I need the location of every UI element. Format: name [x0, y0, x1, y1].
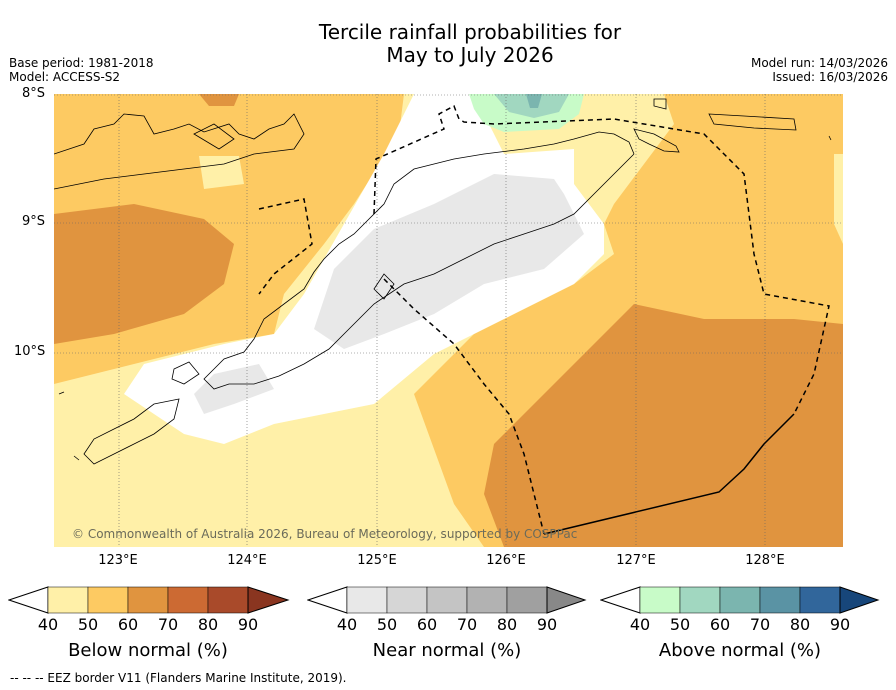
below-normal-colorbar	[8, 586, 290, 614]
below-tick-60: 60	[117, 615, 139, 634]
below-normal-40-pocket-edge	[834, 154, 843, 244]
above-normal-60-region	[526, 94, 542, 108]
above-tick-90: 90	[829, 615, 851, 634]
near-tick-40: 40	[336, 615, 358, 634]
map-title-line2: May to July 2026	[386, 43, 554, 67]
copyright-notice: © Commonwealth of Australia 2026, Bureau…	[72, 527, 578, 541]
near-normal-label: Near normal (%)	[372, 640, 522, 661]
near-normal-40-region-east	[314, 174, 584, 349]
above-tick-60: 60	[709, 615, 731, 634]
below-tick-80: 80	[197, 615, 219, 634]
above-tick-50: 50	[669, 615, 691, 634]
near-tick-80: 80	[496, 615, 518, 634]
eez-border	[258, 104, 830, 535]
model-name: Model: ACCESS-S2	[9, 70, 121, 84]
below-normal-40-pocket-east	[584, 94, 674, 244]
below-normal-60-region-southeast	[484, 304, 843, 547]
model-run: Model run: 14/03/2026	[750, 56, 888, 70]
lat-label-10s: 10°S	[14, 344, 46, 359]
map-canvas	[54, 94, 843, 547]
above-normal-colorbar	[600, 586, 880, 614]
lon-label-128e: 128°E	[745, 553, 785, 568]
above-tick-70: 70	[749, 615, 771, 634]
near-tick-90: 90	[536, 615, 558, 634]
above-tick-80: 80	[789, 615, 811, 634]
map-title-line1: Tercile rainfall probabilities for	[318, 20, 622, 44]
coastlines	[54, 98, 832, 465]
above-normal-label: Above normal (%)	[658, 640, 822, 661]
near-tick-50: 50	[376, 615, 398, 634]
near-normal-40-region-west	[194, 364, 274, 414]
base-period: Base period: 1981-2018	[9, 56, 154, 70]
below-tick-40: 40	[37, 615, 59, 634]
near-tick-60: 60	[416, 615, 438, 634]
eez-border-solid	[543, 413, 795, 535]
below-normal-60-region-west	[54, 204, 234, 344]
graticule	[54, 94, 843, 547]
above-tick-40: 40	[629, 615, 651, 634]
lon-label-124e: 124°E	[227, 553, 267, 568]
lon-label-125e: 125°E	[357, 553, 397, 568]
eez-footer-note: -- -- -- EEZ border V11 (Flanders Marine…	[10, 671, 347, 685]
probability-map	[54, 94, 843, 547]
below-normal-60-region-north	[199, 94, 239, 106]
near-normal-colorbar	[307, 586, 587, 614]
below-normal-label: Below normal (%)	[68, 640, 228, 661]
below-tick-50: 50	[77, 615, 99, 634]
below-tick-70: 70	[157, 615, 179, 634]
lon-label-123e: 123°E	[98, 553, 138, 568]
issued-date: Issued: 16/03/2026	[772, 70, 888, 84]
below-tick-90: 90	[237, 615, 259, 634]
lon-label-127e: 127°E	[616, 553, 656, 568]
lat-label-9s: 9°S	[22, 214, 46, 229]
lon-label-126e: 126°E	[486, 553, 526, 568]
near-tick-70: 70	[456, 615, 478, 634]
below-normal-40-pocket-west	[199, 156, 244, 189]
lat-label-8s: 8°S	[22, 86, 46, 101]
